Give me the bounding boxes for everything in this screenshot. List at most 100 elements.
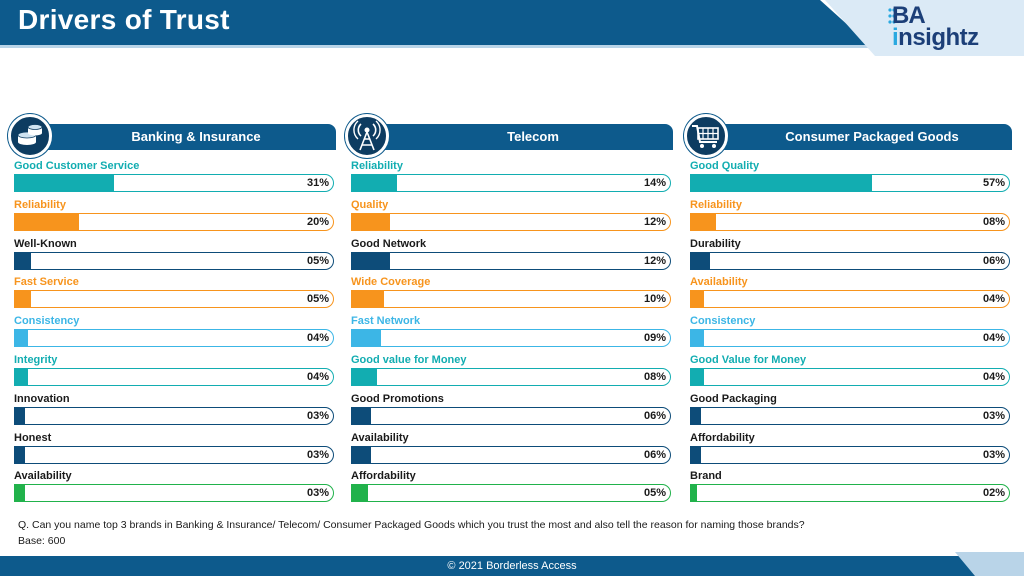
bar-value-label: 31% (306, 177, 329, 189)
bar-track: 02% (690, 484, 1010, 503)
bar (691, 213, 717, 230)
bar-track: 20% (14, 212, 334, 231)
bar-label: Integrity (14, 354, 58, 366)
signal-tower-icon (345, 114, 389, 158)
bar-label: Availability (351, 431, 409, 444)
bar (352, 213, 391, 230)
bar-item: Good Value for Money 04% (688, 354, 1012, 393)
bar-label: Honest (14, 431, 52, 444)
bar-track: 04% (690, 329, 1010, 348)
bar-value-label: 05% (306, 254, 329, 267)
bar-item: Affordability 05% (349, 470, 673, 509)
bar-track: 03% (14, 406, 334, 425)
bar-track: 08% (351, 368, 671, 386)
bar-label: Reliability (351, 160, 403, 172)
bar-item: Fast Service 05% (12, 276, 336, 315)
bar-item: Wide Coverage 10% (349, 276, 673, 315)
page-title: Drivers of Trust (18, 4, 230, 35)
bar-label: Good Network (351, 237, 427, 250)
bar-label: Good Value for Money (690, 354, 807, 366)
bar-value-label: 57% (982, 177, 1005, 189)
coins-icon (8, 114, 52, 158)
bar (352, 252, 391, 269)
bar-item: Reliability 08% (688, 199, 1012, 238)
bar-item: Reliability 20% (12, 199, 336, 238)
bar-value-label: 04% (982, 371, 1005, 383)
logo-insightz-rest: nsightz (898, 24, 979, 51)
bar-value-label: 03% (982, 409, 1005, 422)
bar-item: Reliability 14% (349, 160, 673, 199)
bar-track: 03% (690, 445, 1010, 464)
logo-i-accent: i (892, 24, 899, 51)
bar-track: 06% (351, 406, 671, 425)
bar-label: Reliability (690, 198, 742, 211)
bar-item: Well-Known 05% (12, 238, 336, 277)
bar-track: 04% (14, 329, 334, 348)
brand-logo: BA insightz (888, 2, 998, 56)
bar-label: Well-Known (14, 237, 77, 250)
header-shadow (0, 42, 880, 48)
bar-track: 09% (351, 329, 671, 348)
bar-label: Consistency (690, 315, 756, 328)
bar-track: 05% (14, 251, 334, 270)
bar-item: Brand 02% (688, 470, 1012, 509)
bar-track: 05% (14, 290, 334, 309)
bar (352, 485, 368, 502)
bar-label: Fast Service (14, 276, 79, 289)
bar-value-label: 05% (643, 487, 666, 500)
chart-telecom: Telecom Reliability 14% Quality 12% Good Net… (345, 114, 679, 514)
bar-label: Good Quality (690, 160, 760, 172)
bar-item: Availability 06% (349, 432, 673, 471)
bar (691, 369, 704, 385)
bar-label: Availability (690, 276, 748, 289)
bar-track: 10% (351, 290, 671, 309)
bar-item: Consistency 04% (12, 315, 336, 354)
bar-track: 14% (351, 174, 671, 192)
bar-value-label: 10% (643, 293, 666, 306)
bar-label: Brand (690, 470, 722, 483)
bar-item: Consistency 04% (688, 315, 1012, 354)
bar-label: Availability (14, 470, 72, 483)
bar-item: Honest 03% (12, 432, 336, 471)
bar (691, 252, 711, 269)
bar (15, 330, 28, 347)
bar (352, 407, 372, 424)
bar-value-label: 04% (306, 371, 329, 383)
shopping-cart-icon (684, 114, 728, 158)
bar-value-label: 03% (306, 448, 329, 461)
bar-value-label: 08% (643, 371, 666, 383)
chart-consumer-packaged-goods: Consumer Packaged Goods Good Quality 57% R… (684, 114, 1018, 514)
bar (691, 291, 704, 308)
bar-value-label: 12% (643, 215, 666, 228)
bar-label: Affordability (351, 470, 416, 483)
bar (691, 407, 701, 424)
bar-track: 03% (14, 445, 334, 464)
sample-base: Base: 600 (18, 535, 66, 547)
bar-label: Good Customer Service (14, 160, 140, 172)
bar-item: Affordability 03% (688, 432, 1012, 471)
bar-track: 12% (351, 212, 671, 231)
column-title: Telecom (507, 129, 559, 144)
bar-value-label: 06% (643, 409, 666, 422)
bar (352, 175, 397, 191)
bar-value-label: 04% (306, 332, 329, 345)
bar (691, 175, 873, 191)
bar-track: 04% (690, 290, 1010, 309)
bar-item: Good Packaging 03% (688, 393, 1012, 432)
bar-track: 04% (14, 368, 334, 386)
bar-value-label: 04% (982, 293, 1005, 306)
bar (352, 291, 384, 308)
bar-label: Fast Network (351, 315, 421, 328)
bar-track: 31% (14, 174, 334, 192)
bar-label: Consistency (14, 315, 80, 328)
bar (15, 213, 79, 230)
column-title: Consumer Packaged Goods (785, 129, 959, 144)
bar (15, 369, 28, 385)
bar (15, 252, 31, 269)
bar (691, 330, 704, 347)
logo-ba-text: BA (892, 2, 926, 29)
header-band (0, 0, 870, 45)
bar-item: Fast Network 09% (349, 315, 673, 354)
bar (15, 446, 25, 463)
bar-item: Integrity 04% (12, 354, 336, 393)
